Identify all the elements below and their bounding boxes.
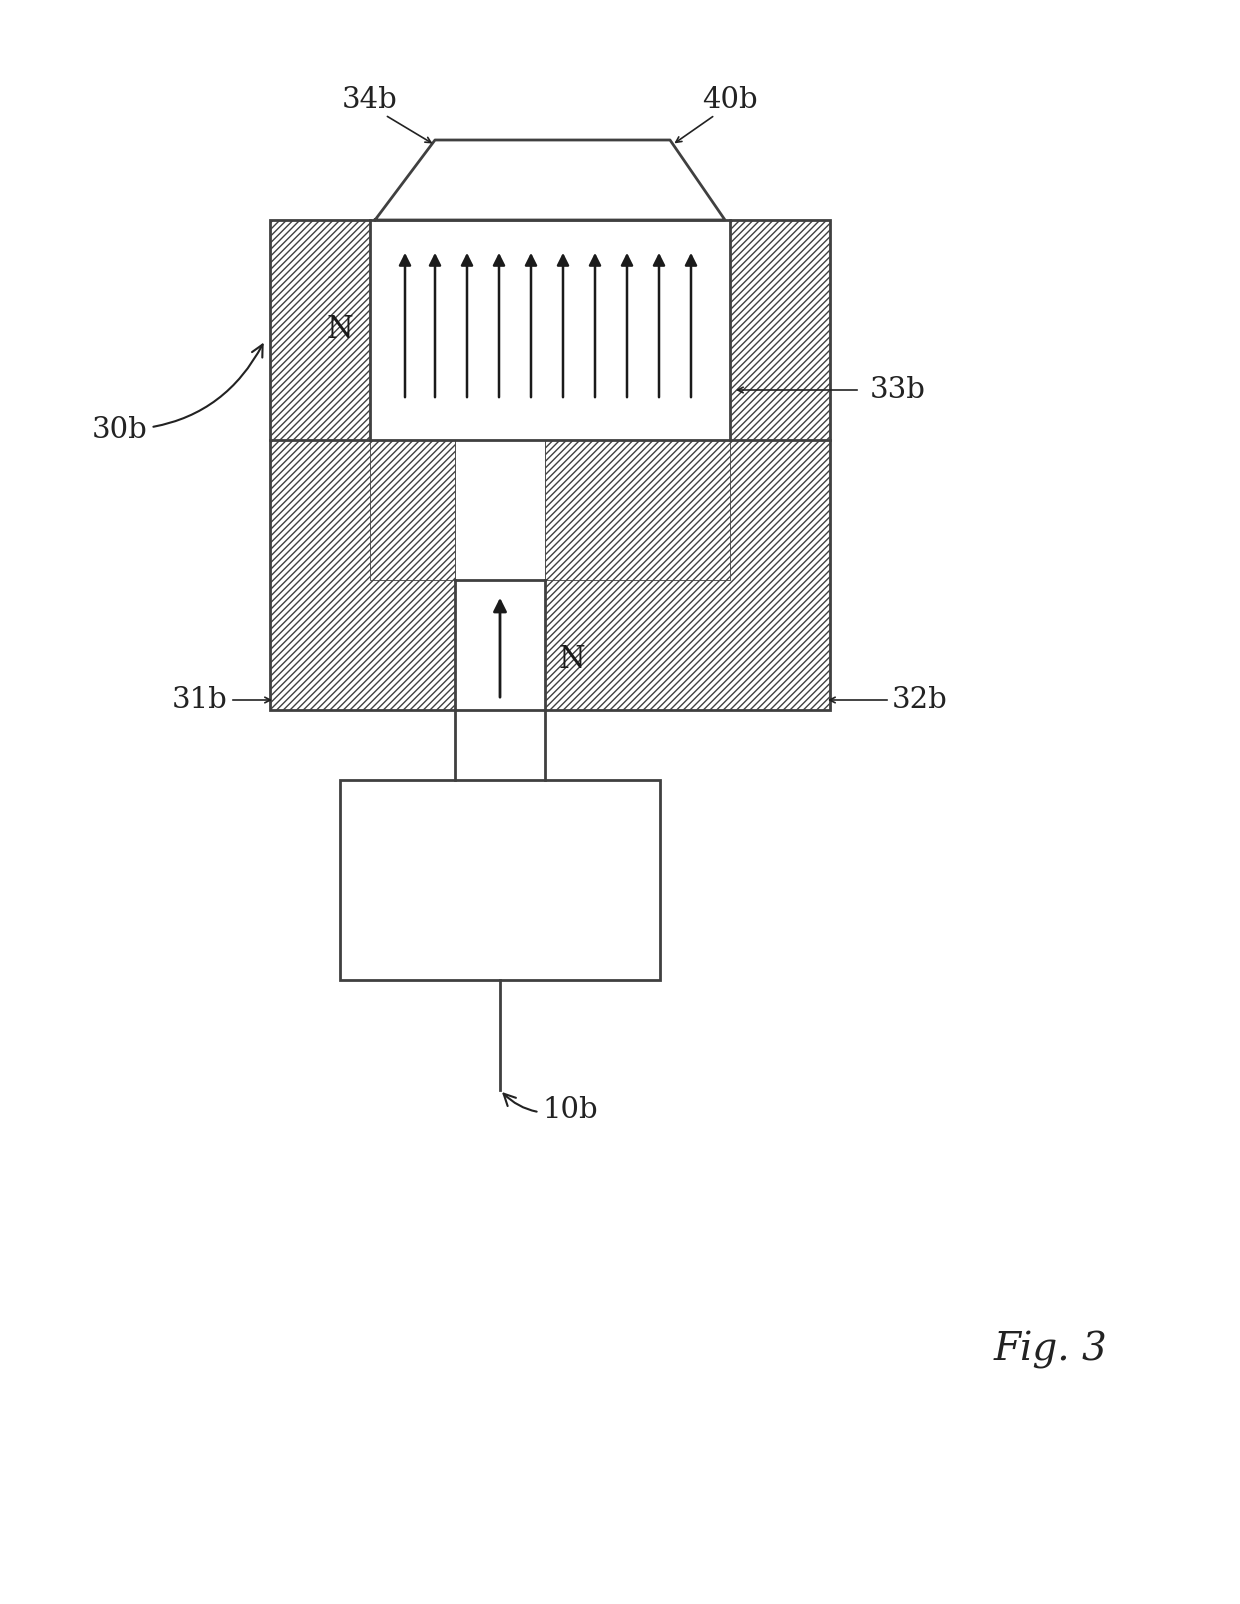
Bar <box>270 220 830 711</box>
Text: 10b: 10b <box>503 1094 598 1124</box>
Bar <box>370 439 455 581</box>
Text: N: N <box>326 314 353 345</box>
Text: 32b: 32b <box>892 687 947 714</box>
Bar <box>546 439 730 581</box>
Bar <box>270 439 455 711</box>
Bar <box>546 439 830 711</box>
Text: 33b: 33b <box>870 375 926 404</box>
Text: 31b: 31b <box>172 687 228 714</box>
Bar <box>370 220 730 439</box>
Text: 30b: 30b <box>92 345 263 444</box>
Text: N: N <box>558 645 585 675</box>
Text: 34b: 34b <box>342 87 398 114</box>
Text: Fig. 3: Fig. 3 <box>993 1331 1107 1368</box>
Text: 40b: 40b <box>702 87 758 114</box>
Bar <box>730 220 830 439</box>
Bar <box>270 220 370 439</box>
Bar <box>455 581 546 711</box>
Bar <box>340 780 660 980</box>
